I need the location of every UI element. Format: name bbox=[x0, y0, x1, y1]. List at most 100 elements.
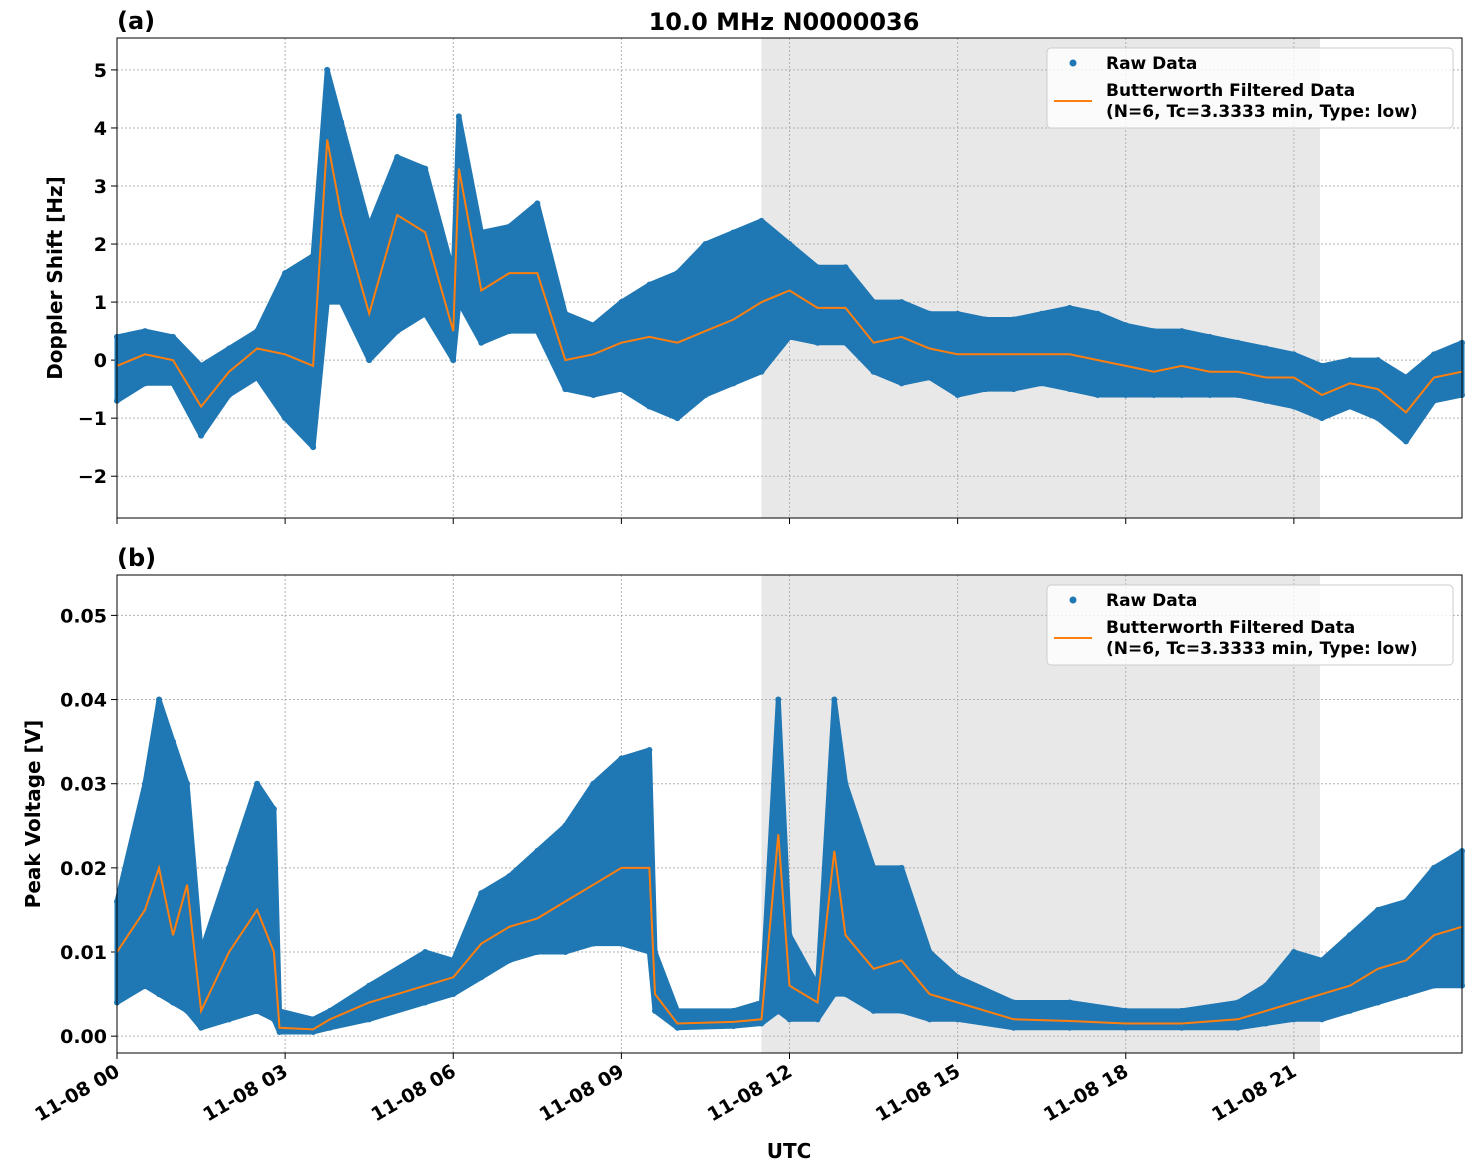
raw-data-point bbox=[926, 1016, 933, 1023]
raw-data-point bbox=[1178, 1024, 1185, 1031]
raw-data-point bbox=[646, 949, 653, 956]
raw-data-point bbox=[898, 299, 905, 306]
raw-data-point bbox=[170, 738, 177, 745]
raw-data-point bbox=[324, 299, 331, 306]
raw-data-point bbox=[1318, 957, 1325, 964]
raw-data-point bbox=[775, 1007, 782, 1014]
raw-data-point bbox=[758, 1020, 765, 1027]
x-tick-label: 11-08 03 bbox=[199, 1060, 291, 1126]
raw-data-point bbox=[1430, 864, 1437, 871]
panel-label: (b) bbox=[117, 544, 156, 572]
raw-data-point bbox=[156, 696, 163, 703]
raw-data-point bbox=[254, 780, 261, 787]
raw-data-point bbox=[1010, 316, 1017, 323]
raw-data-point bbox=[898, 1007, 905, 1014]
legend-raw-marker bbox=[1069, 596, 1077, 604]
raw-data-point bbox=[562, 310, 569, 317]
raw-data-point bbox=[310, 1028, 317, 1035]
raw-data-point bbox=[1066, 386, 1073, 393]
raw-data-point bbox=[730, 380, 737, 387]
panel-label: (a) bbox=[117, 7, 155, 35]
raw-data-point bbox=[1234, 339, 1241, 346]
raw-data-point bbox=[394, 153, 401, 160]
raw-data-point bbox=[842, 339, 849, 346]
raw-data-point bbox=[590, 391, 597, 398]
raw-data-point bbox=[842, 991, 849, 998]
raw-data-point bbox=[394, 328, 401, 335]
raw-data-point bbox=[1262, 397, 1269, 404]
raw-data-point bbox=[954, 391, 961, 398]
raw-data-point bbox=[618, 940, 625, 947]
x-tick-label: 11-08 00 bbox=[31, 1060, 123, 1126]
raw-data-point bbox=[366, 982, 373, 989]
raw-data-point bbox=[142, 328, 149, 335]
raw-data-point bbox=[1122, 391, 1129, 398]
x-tick-label: 11-08 12 bbox=[704, 1060, 796, 1126]
raw-data-point bbox=[842, 780, 849, 787]
raw-data-point bbox=[674, 415, 681, 422]
raw-data-point bbox=[338, 119, 345, 126]
raw-data-point bbox=[618, 386, 625, 393]
raw-data-point bbox=[1374, 906, 1381, 913]
raw-data-point bbox=[1346, 932, 1353, 939]
raw-data-point bbox=[198, 1024, 205, 1031]
x-axis-label: UTC bbox=[767, 1139, 812, 1163]
legend-filtered-params: (N=6, Tc=3.3333 min, Type: low) bbox=[1106, 102, 1418, 122]
raw-data-point bbox=[786, 241, 793, 248]
raw-data-point bbox=[775, 696, 782, 703]
raw-data-point bbox=[1150, 328, 1157, 335]
raw-data-point bbox=[831, 696, 838, 703]
raw-data-point bbox=[326, 1007, 333, 1014]
legend: Raw Data Butterworth Filtered Data(N=6, T… bbox=[1046, 584, 1454, 666]
raw-data-point bbox=[1402, 898, 1409, 905]
raw-data-point bbox=[506, 873, 513, 880]
raw-data-point bbox=[1290, 949, 1297, 956]
raw-data-point bbox=[786, 932, 793, 939]
legend-box bbox=[1046, 584, 1454, 666]
axes-frame bbox=[116, 37, 1463, 519]
raw-data-point bbox=[1122, 1024, 1129, 1031]
raw-data-point bbox=[226, 1016, 233, 1023]
raw-data-point bbox=[270, 805, 277, 812]
raw-data-point bbox=[506, 957, 513, 964]
raw-data-point bbox=[1430, 982, 1437, 989]
raw-data-point bbox=[1374, 357, 1381, 364]
raw-data-point bbox=[814, 264, 821, 271]
raw-data-point bbox=[1066, 999, 1073, 1006]
raw-data-point bbox=[730, 1007, 737, 1014]
raw-data-point bbox=[1318, 362, 1325, 369]
raw-data-point bbox=[870, 864, 877, 871]
raw-data-point bbox=[982, 316, 989, 323]
raw-data-point bbox=[1318, 1016, 1325, 1023]
y-tick-label: 3 bbox=[94, 176, 107, 198]
raw-data-point bbox=[254, 1007, 261, 1014]
raw-data-point bbox=[786, 333, 793, 340]
raw-data-point bbox=[226, 864, 233, 871]
raw-data-point bbox=[534, 848, 541, 855]
raw-data-point bbox=[842, 264, 849, 271]
raw-data-point bbox=[142, 982, 149, 989]
raw-data-point bbox=[170, 380, 177, 387]
raw-data-point bbox=[674, 1024, 681, 1031]
raw-data-point bbox=[898, 380, 905, 387]
raw-data-point bbox=[1290, 1016, 1297, 1023]
x-tick-label: 11-08 09 bbox=[536, 1060, 628, 1126]
y-tick-label: 5 bbox=[94, 60, 107, 82]
raw-data-point bbox=[1038, 380, 1045, 387]
raw-data-point bbox=[702, 241, 709, 248]
raw-data-point bbox=[702, 391, 709, 398]
raw-data-point bbox=[758, 217, 765, 224]
raw-data-point bbox=[646, 747, 653, 754]
y-tick-label: 0.02 bbox=[60, 858, 107, 880]
raw-data-point bbox=[1430, 351, 1437, 358]
raw-data-point bbox=[254, 328, 261, 335]
raw-data-point bbox=[310, 444, 317, 451]
y-tick-label: −1 bbox=[78, 408, 107, 430]
raw-data-point bbox=[1262, 1020, 1269, 1027]
raw-data-point bbox=[455, 299, 462, 306]
raw-data-point bbox=[618, 299, 625, 306]
raw-data-point bbox=[870, 368, 877, 375]
raw-data-point bbox=[1262, 982, 1269, 989]
raw-data-point bbox=[1094, 310, 1101, 317]
panel-a: −2 −1 0 1 2 3 4 5 (a) Doppler Shift [Hz] Raw Data B… bbox=[43, 7, 1465, 524]
